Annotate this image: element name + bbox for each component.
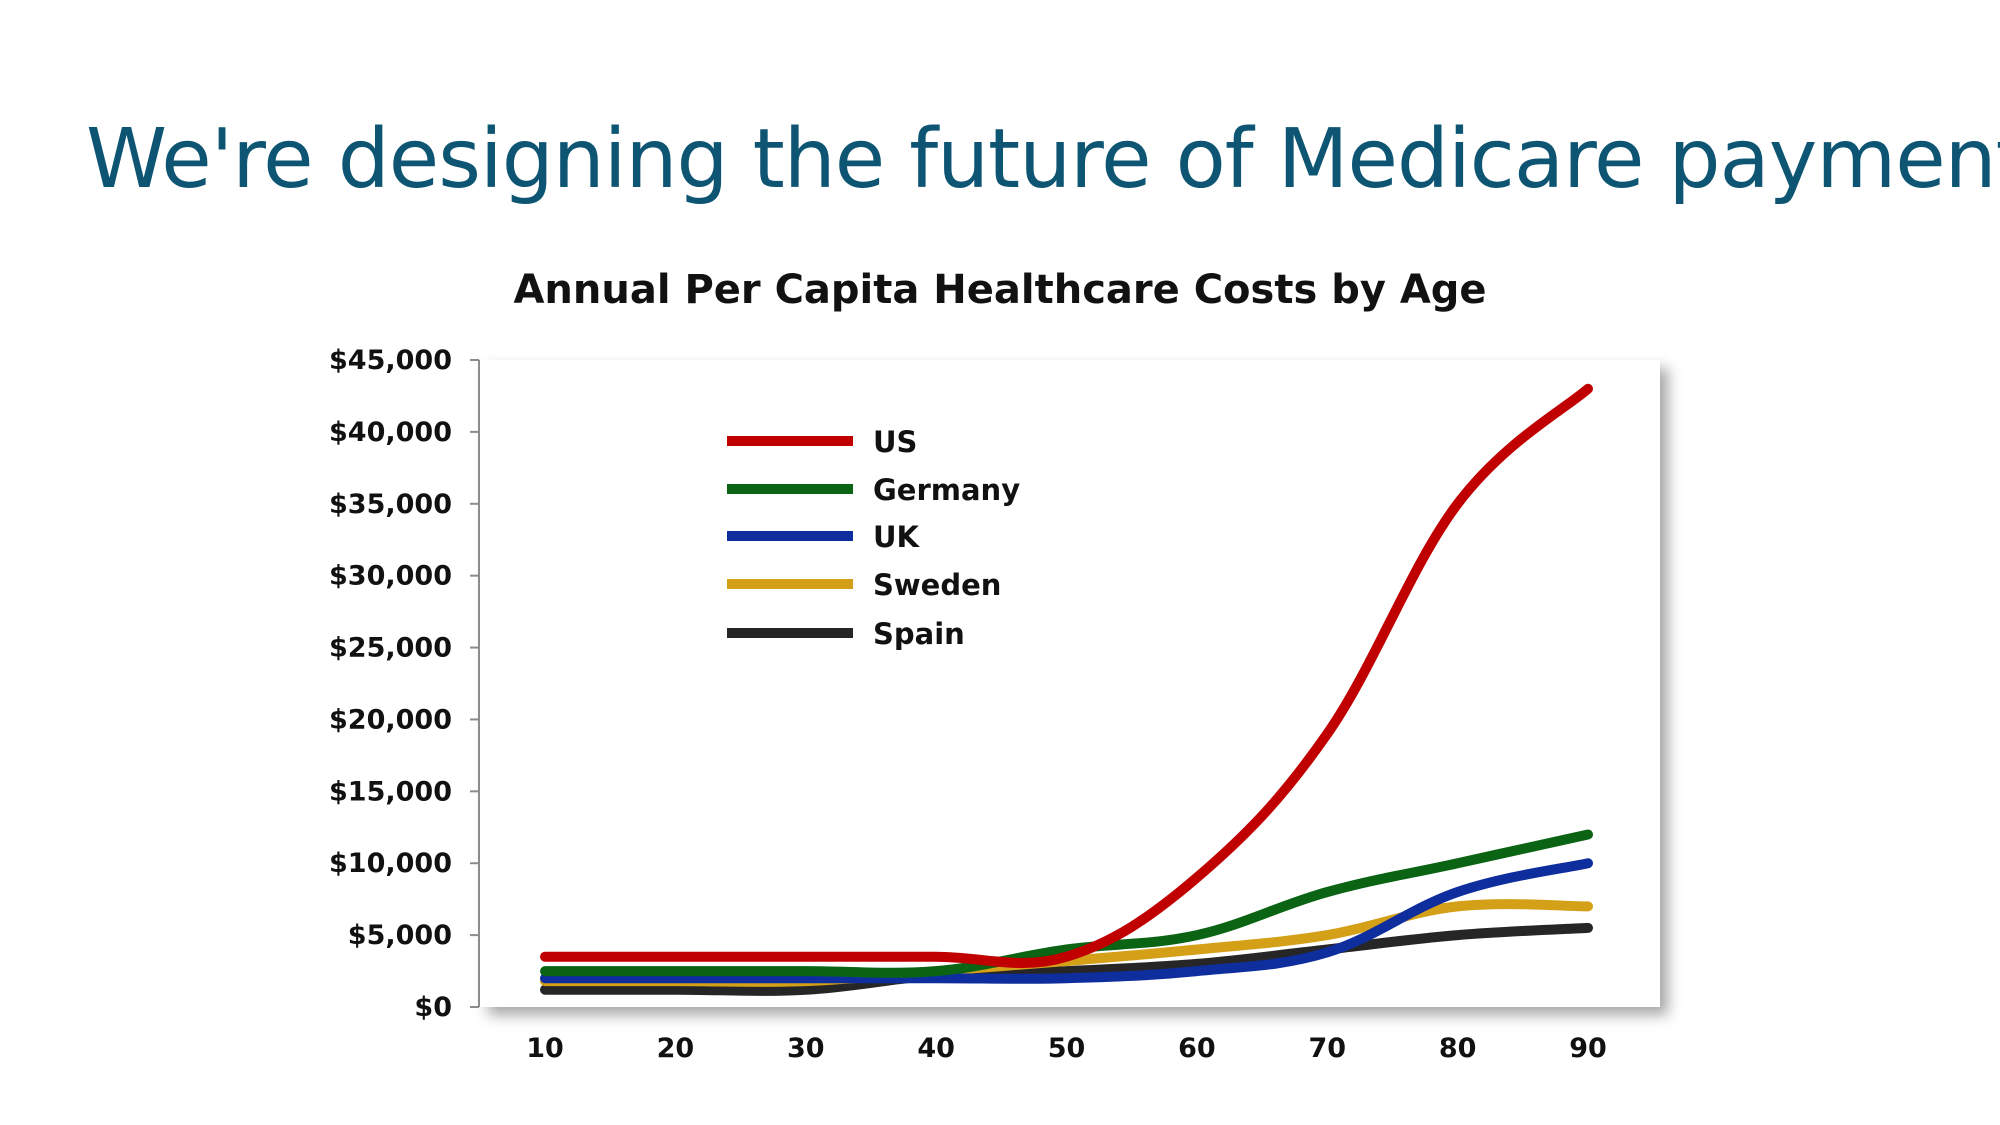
legend-label-sweden: Sweden <box>873 568 1001 602</box>
y-tick-label: $35,000 <box>329 489 452 520</box>
legend: US Germany UK Sweden Spain <box>727 425 1020 651</box>
slide-title: We're designing the future of Medicare p… <box>86 112 2000 207</box>
series-line-spain <box>540 922 1593 996</box>
legend-label-germany: Germany <box>873 473 1020 507</box>
series-line-uk <box>540 858 1593 984</box>
x-tick-label: 30 <box>787 1033 825 1064</box>
y-tick-label: $10,000 <box>329 848 452 879</box>
x-tick-label: 50 <box>1048 1033 1086 1064</box>
y-tick-label: $5,000 <box>348 920 452 951</box>
series-line-germany <box>540 829 1593 978</box>
x-tick-label: 70 <box>1308 1033 1346 1064</box>
y-tick-label: $25,000 <box>329 633 452 664</box>
legend-label-spain: Spain <box>873 617 965 651</box>
x-tick-label: 10 <box>526 1033 564 1064</box>
y-tick-label: $20,000 <box>329 704 452 735</box>
x-tick-label: 40 <box>917 1033 955 1064</box>
x-tick-label: 20 <box>657 1033 695 1064</box>
chart-title: Annual Per Capita Healthcare Costs by Ag… <box>513 267 1486 313</box>
legend-label-us: US <box>873 425 917 459</box>
x-tick-label: 80 <box>1439 1033 1477 1064</box>
series-line-us <box>540 383 1593 969</box>
legend-label-uk: UK <box>873 520 921 554</box>
y-axis: $0 $5,000 $10,000 $15,000 $20,000 $25,000 $30,… <box>329 345 480 1023</box>
y-tick-label: $30,000 <box>329 561 452 592</box>
y-tick-label: $40,000 <box>329 417 452 448</box>
x-tick-label: 60 <box>1178 1033 1216 1064</box>
x-tick-label: 90 <box>1569 1033 1607 1064</box>
y-tick-label: $0 <box>414 992 452 1023</box>
y-tick-label: $15,000 <box>329 776 452 807</box>
x-axis: 10 20 30 40 50 60 70 80 90 <box>526 1033 1607 1064</box>
series-lines <box>540 383 1593 996</box>
plot-area <box>480 360 1660 1007</box>
y-tick-label: $45,000 <box>329 345 452 376</box>
